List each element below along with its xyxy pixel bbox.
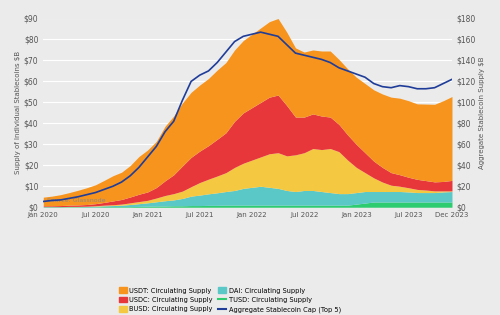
Y-axis label: Aggregate Stablecoin Supply $B: Aggregate Stablecoin Supply $B bbox=[479, 57, 485, 169]
Text: Source: Glassnode: Source: Glassnode bbox=[48, 198, 106, 203]
Legend: USDT: Circulating Supply, USDC: Circulating Supply, BUSD: Circulating Supply, DA: USDT: Circulating Supply, USDC: Circulat… bbox=[117, 285, 343, 315]
Y-axis label: Supply of Individual Stablecoins $B: Supply of Individual Stablecoins $B bbox=[15, 51, 21, 175]
